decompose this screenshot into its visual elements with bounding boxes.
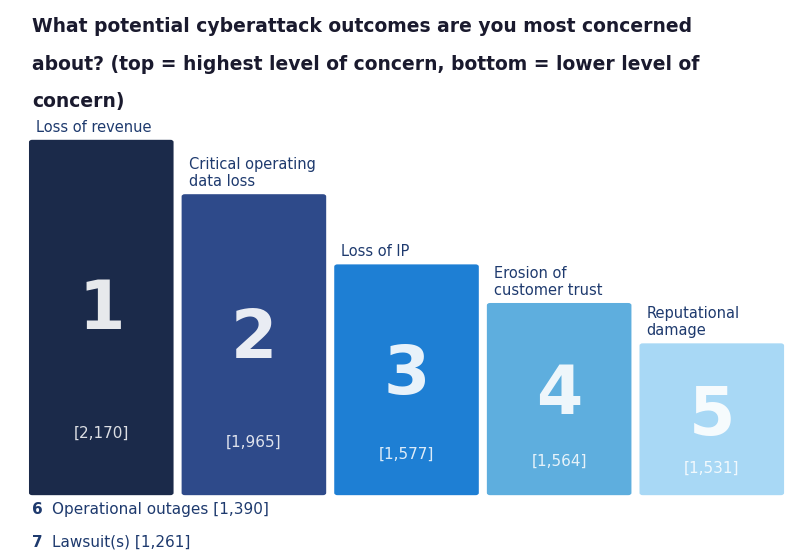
Text: Critical operating
data loss: Critical operating data loss [189, 157, 316, 189]
Text: concern): concern) [32, 92, 125, 111]
Text: 7: 7 [32, 535, 43, 550]
Text: 6: 6 [32, 502, 43, 517]
Text: [1,564]: [1,564] [531, 453, 587, 468]
Text: 1: 1 [78, 277, 125, 344]
Text: about? (top = highest level of concern, bottom = lower level of: about? (top = highest level of concern, … [32, 55, 700, 74]
FancyBboxPatch shape [29, 140, 174, 495]
Text: Reputational
damage: Reputational damage [646, 306, 740, 338]
Text: Erosion of
customer trust: Erosion of customer trust [494, 266, 603, 298]
Text: [2,170]: [2,170] [73, 426, 129, 441]
Text: Operational outages [1,390]: Operational outages [1,390] [52, 502, 269, 517]
FancyBboxPatch shape [182, 194, 326, 495]
Text: 4: 4 [536, 362, 582, 428]
Text: Loss of revenue: Loss of revenue [36, 120, 151, 135]
Text: 2: 2 [231, 306, 277, 372]
FancyBboxPatch shape [639, 343, 784, 495]
Text: 3: 3 [383, 342, 430, 408]
Text: [1,577]: [1,577] [379, 447, 434, 462]
FancyBboxPatch shape [334, 265, 479, 495]
Text: What potential cyberattack outcomes are you most concerned: What potential cyberattack outcomes are … [32, 17, 692, 36]
Text: [1,965]: [1,965] [226, 435, 282, 450]
Text: [1,531]: [1,531] [684, 461, 740, 475]
FancyBboxPatch shape [487, 303, 631, 495]
Text: Lawsuit(s) [1,261]: Lawsuit(s) [1,261] [52, 535, 191, 550]
Text: Loss of IP: Loss of IP [341, 245, 410, 260]
Text: 5: 5 [688, 383, 735, 449]
